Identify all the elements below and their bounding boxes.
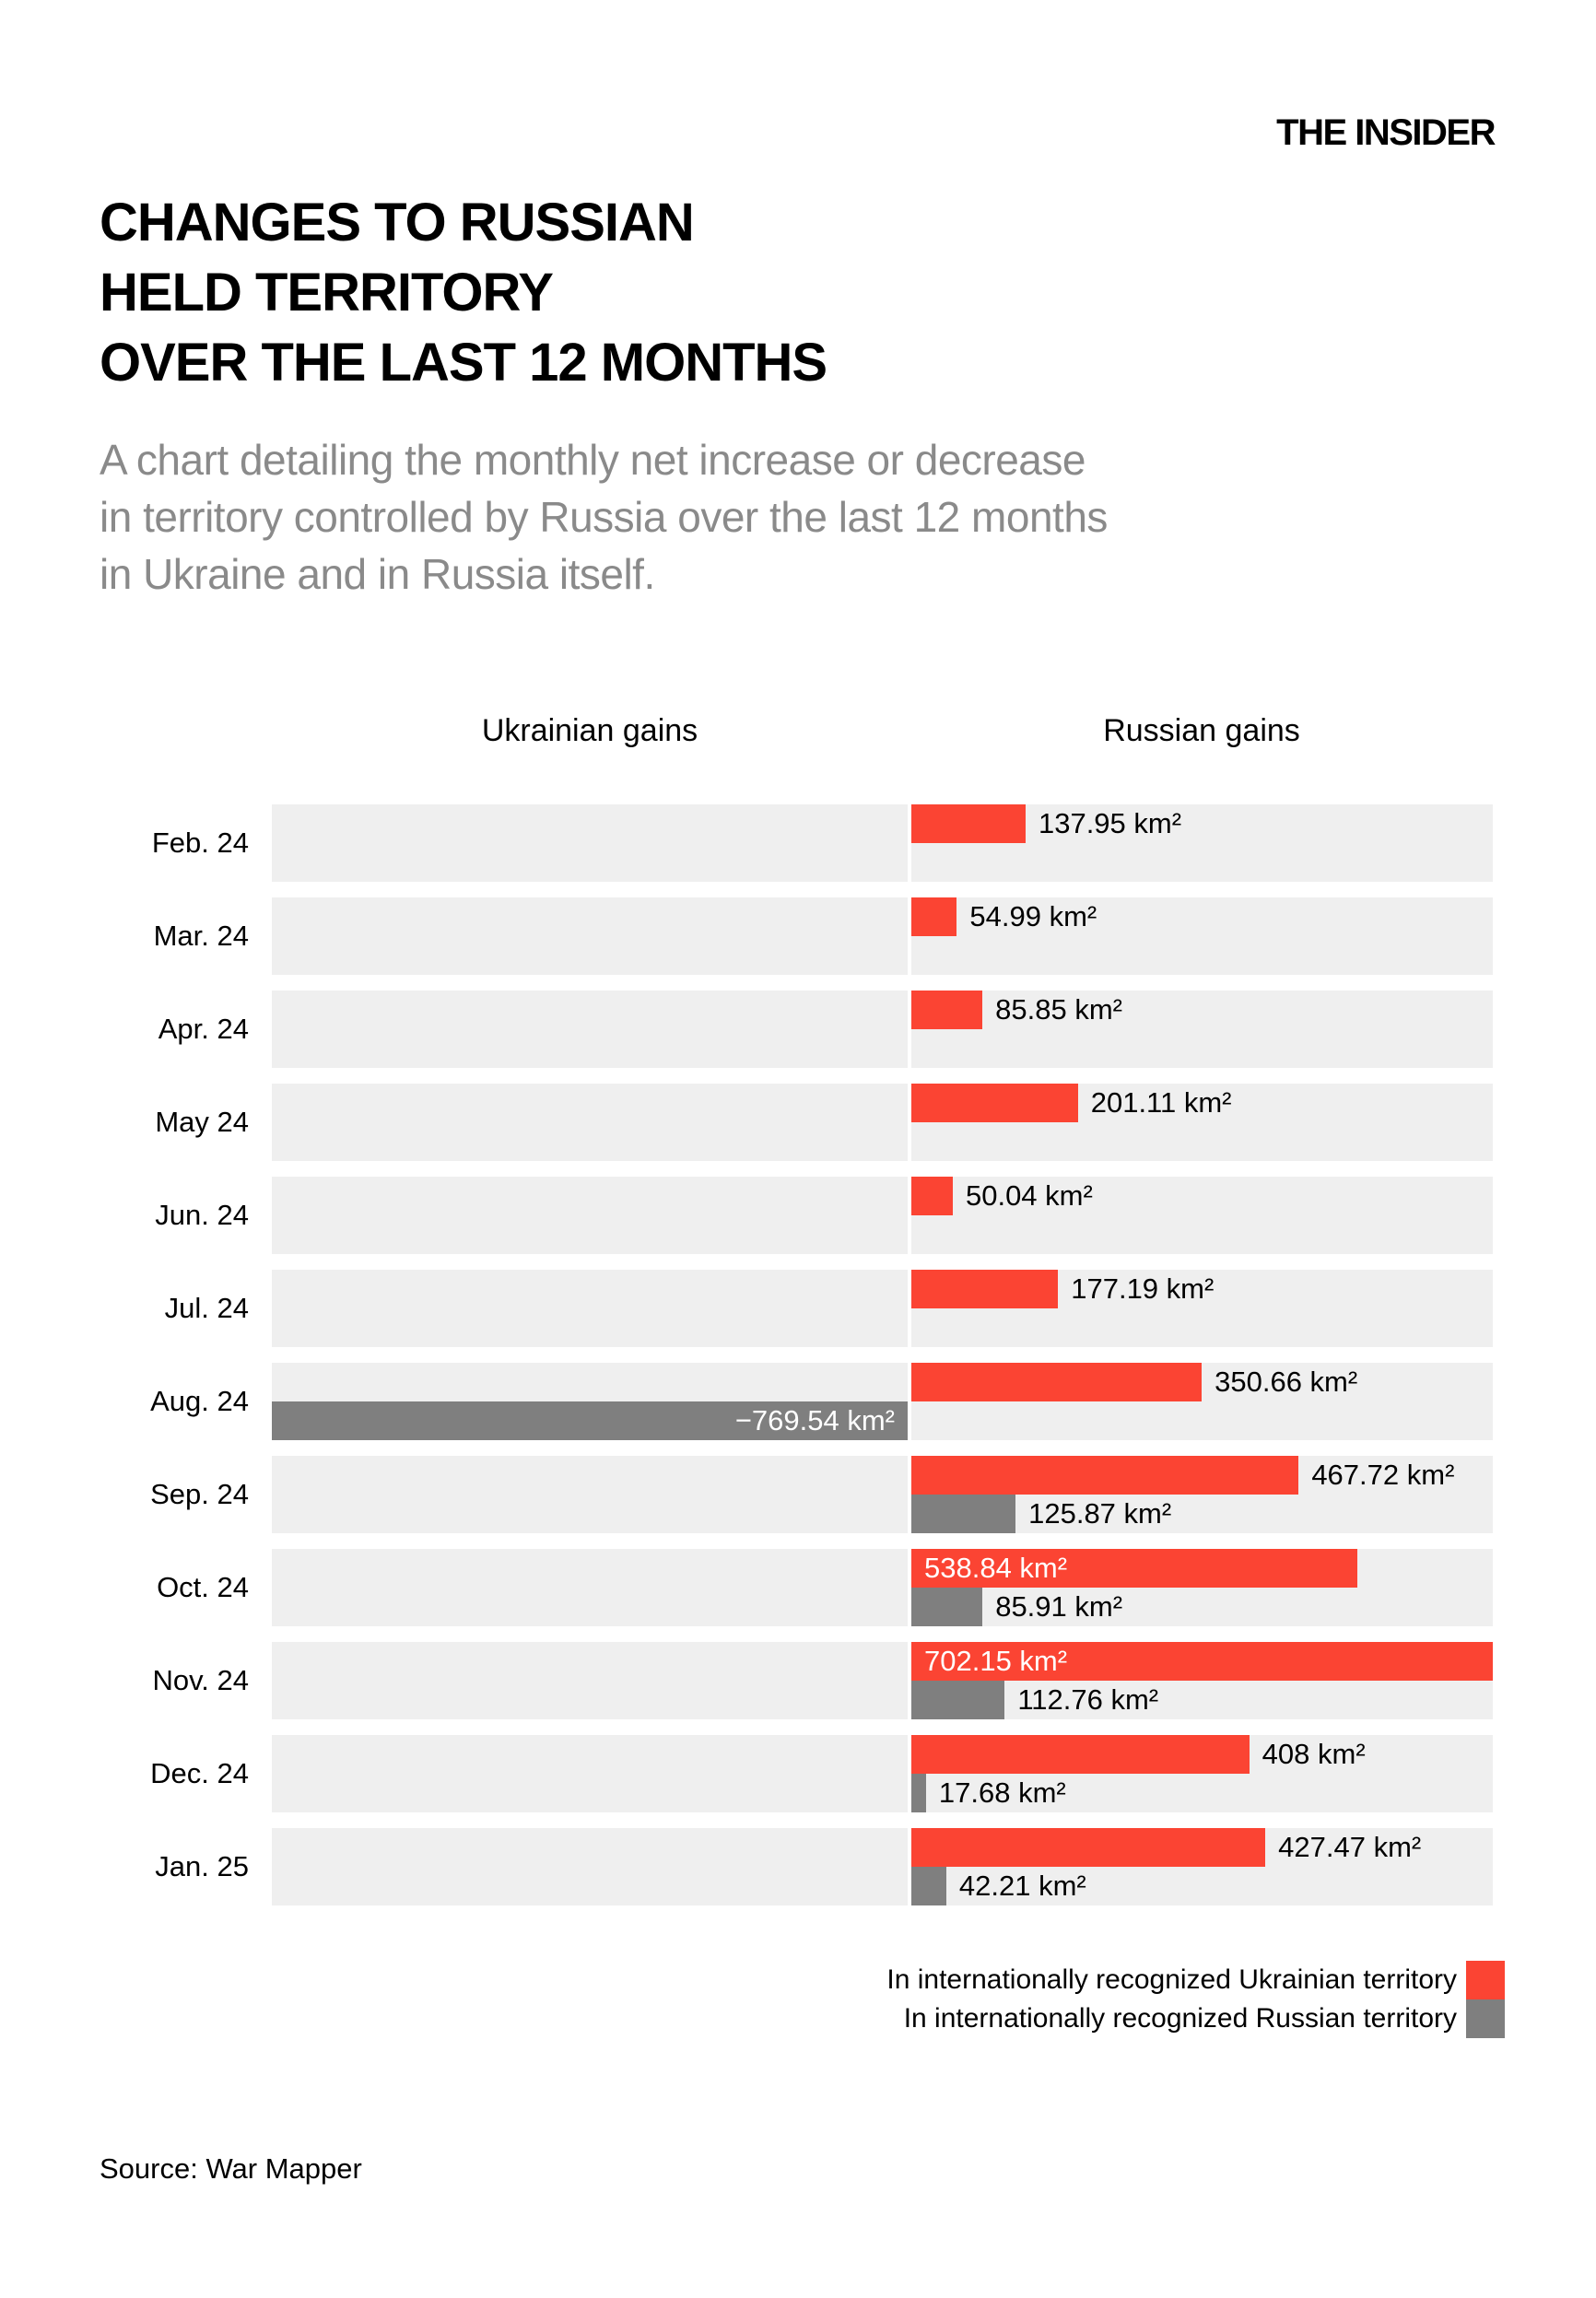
ukraine-territory-bar: [911, 1177, 953, 1215]
bar-value-label: 50.04 km²: [965, 1179, 1093, 1212]
month-label: Jul. 24: [164, 1292, 249, 1324]
russia-territory-bar: [911, 1495, 1016, 1533]
source-note: Source: War Mapper: [100, 2152, 362, 2185]
subtitle-line-2: in territory controlled by Russia over t…: [100, 493, 1108, 541]
legend-swatch-ukraine: [1466, 1961, 1505, 1999]
ukraine-territory-bar: [911, 1084, 1078, 1122]
month-label: Jun. 24: [155, 1199, 249, 1231]
brand-logo: THE INSIDER: [1276, 112, 1496, 153]
ukraine-territory-bar: [911, 1363, 1203, 1401]
row-track-left: [272, 1735, 908, 1812]
chart-row: Jul. 24 177.19 km²: [0, 1270, 1596, 1347]
chart-row: Sep. 24 467.72 km² 125.87 km²: [0, 1456, 1596, 1533]
legend-item-russian-territory: In internationally recognized Russian te…: [886, 1999, 1505, 2038]
russia-territory-bar: [272, 1401, 908, 1440]
ukraine-territory-bar: [911, 1642, 1493, 1681]
row-track-left: [272, 897, 908, 975]
legend-swatch-russia: [1466, 1999, 1505, 2038]
legend: In internationally recognized Ukrainian …: [886, 1961, 1505, 2038]
ukraine-territory-bar: [911, 897, 957, 936]
bar-value-label: 112.76 km²: [1017, 1683, 1159, 1716]
ukraine-territory-bar: [911, 804, 1026, 843]
russia-territory-bar: [911, 1588, 983, 1626]
russia-territory-bar: [911, 1681, 1005, 1719]
ukraine-territory-bar: [911, 1270, 1059, 1308]
bar-value-label: 17.68 km²: [938, 1776, 1066, 1809]
bar-value-label: 42.21 km²: [958, 1870, 1086, 1902]
chart-row: Mar. 24 54.99 km²: [0, 897, 1596, 975]
month-label: Sep. 24: [150, 1478, 249, 1510]
bar-value-label: 177.19 km²: [1071, 1272, 1215, 1305]
month-label: Mar. 24: [153, 920, 249, 952]
chart-row: Dec. 24 408 km² 17.68 km²: [0, 1735, 1596, 1812]
bar-value-label: 85.85 km²: [995, 993, 1122, 1026]
ukraine-territory-bar: [911, 1828, 1266, 1867]
bar-value-label: 85.91 km²: [995, 1590, 1123, 1623]
row-track-left: [272, 804, 908, 882]
bar-value-label: 702.15 km²: [924, 1645, 1068, 1677]
bar-value-label: 427.47 km²: [1278, 1831, 1422, 1863]
title-line-2: HELD TERRITORY: [100, 263, 554, 322]
bar-value-label: 350.66 km²: [1215, 1366, 1358, 1398]
chart-row: May 24 201.11 km²: [0, 1084, 1596, 1161]
subtitle-line-1: A chart detailing the monthly net increa…: [100, 436, 1086, 484]
ukraine-territory-bar: [911, 1735, 1250, 1774]
row-track-right: [911, 897, 1493, 975]
bar-value-label: 125.87 km²: [1028, 1497, 1172, 1530]
bar-value-label: 54.99 km²: [969, 900, 1097, 932]
bar-value-label: 538.84 km²: [924, 1552, 1068, 1584]
month-label: Jan. 25: [155, 1850, 249, 1882]
legend-label-russian-territory: In internationally recognized Russian te…: [903, 2003, 1457, 2034]
ukraine-territory-bar: [911, 991, 983, 1029]
title-line-1: CHANGES TO RUSSIAN: [100, 193, 695, 252]
month-label: Dec. 24: [150, 1757, 249, 1789]
chart-row: Jun. 24 50.04 km²: [0, 1177, 1596, 1254]
ukraine-territory-bar: [911, 1549, 1358, 1588]
chart-row: Apr. 24 85.85 km²: [0, 991, 1596, 1068]
legend-item-ukrainian-territory: In internationally recognized Ukrainian …: [886, 1961, 1505, 1999]
ukraine-territory-bar: [911, 1456, 1299, 1495]
bar-value-label: 467.72 km²: [1311, 1459, 1455, 1491]
page-title: CHANGES TO RUSSIAN HELD TERRITORY OVER T…: [100, 188, 827, 398]
subtitle-line-3: in Ukraine and in Russia itself.: [100, 550, 655, 598]
month-label: Oct. 24: [157, 1571, 249, 1603]
month-label: Feb. 24: [151, 827, 249, 859]
row-track-left: [272, 991, 908, 1068]
row-track-left: [272, 1549, 908, 1626]
row-track-left: [272, 1084, 908, 1161]
bar-value-label: 137.95 km²: [1038, 807, 1182, 839]
chart-row: Aug. 24 350.66 km² −769.54 km²: [0, 1363, 1596, 1440]
russia-territory-bar: [911, 1867, 946, 1905]
row-track-left: [272, 1828, 908, 1905]
title-line-3: OVER THE LAST 12 MONTHS: [100, 333, 827, 393]
russia-territory-bar: [911, 1774, 926, 1812]
month-label: Aug. 24: [150, 1385, 249, 1417]
chart-row: Feb. 24 137.95 km²: [0, 804, 1596, 882]
column-header-ukrainian-gains: Ukrainian gains: [481, 713, 698, 748]
row-track-left: [272, 1642, 908, 1719]
chart-row: Oct. 24 538.84 km² 85.91 km²: [0, 1549, 1596, 1626]
month-label: May 24: [155, 1106, 249, 1138]
row-track-left: [272, 1270, 908, 1347]
chart-row: Nov. 24 702.15 km² 112.76 km²: [0, 1642, 1596, 1719]
row-track-left: [272, 1177, 908, 1254]
column-header-russian-gains: Russian gains: [1103, 713, 1300, 748]
bar-value-label: −769.54 km²: [734, 1404, 895, 1436]
legend-label-ukrainian-territory: In internationally recognized Ukrainian …: [886, 1964, 1457, 1995]
chart-row: Jan. 25 427.47 km² 42.21 km²: [0, 1828, 1596, 1905]
row-track-left: [272, 1456, 908, 1533]
bar-value-label: 201.11 km²: [1090, 1086, 1232, 1119]
row-track-right: [911, 1177, 1493, 1254]
bar-value-label: 408 km²: [1262, 1738, 1366, 1770]
page-subtitle: A chart detailing the monthly net increa…: [100, 431, 1108, 603]
month-label: Nov. 24: [152, 1664, 249, 1696]
month-label: Apr. 24: [158, 1013, 249, 1045]
row-track-right: [911, 991, 1493, 1068]
